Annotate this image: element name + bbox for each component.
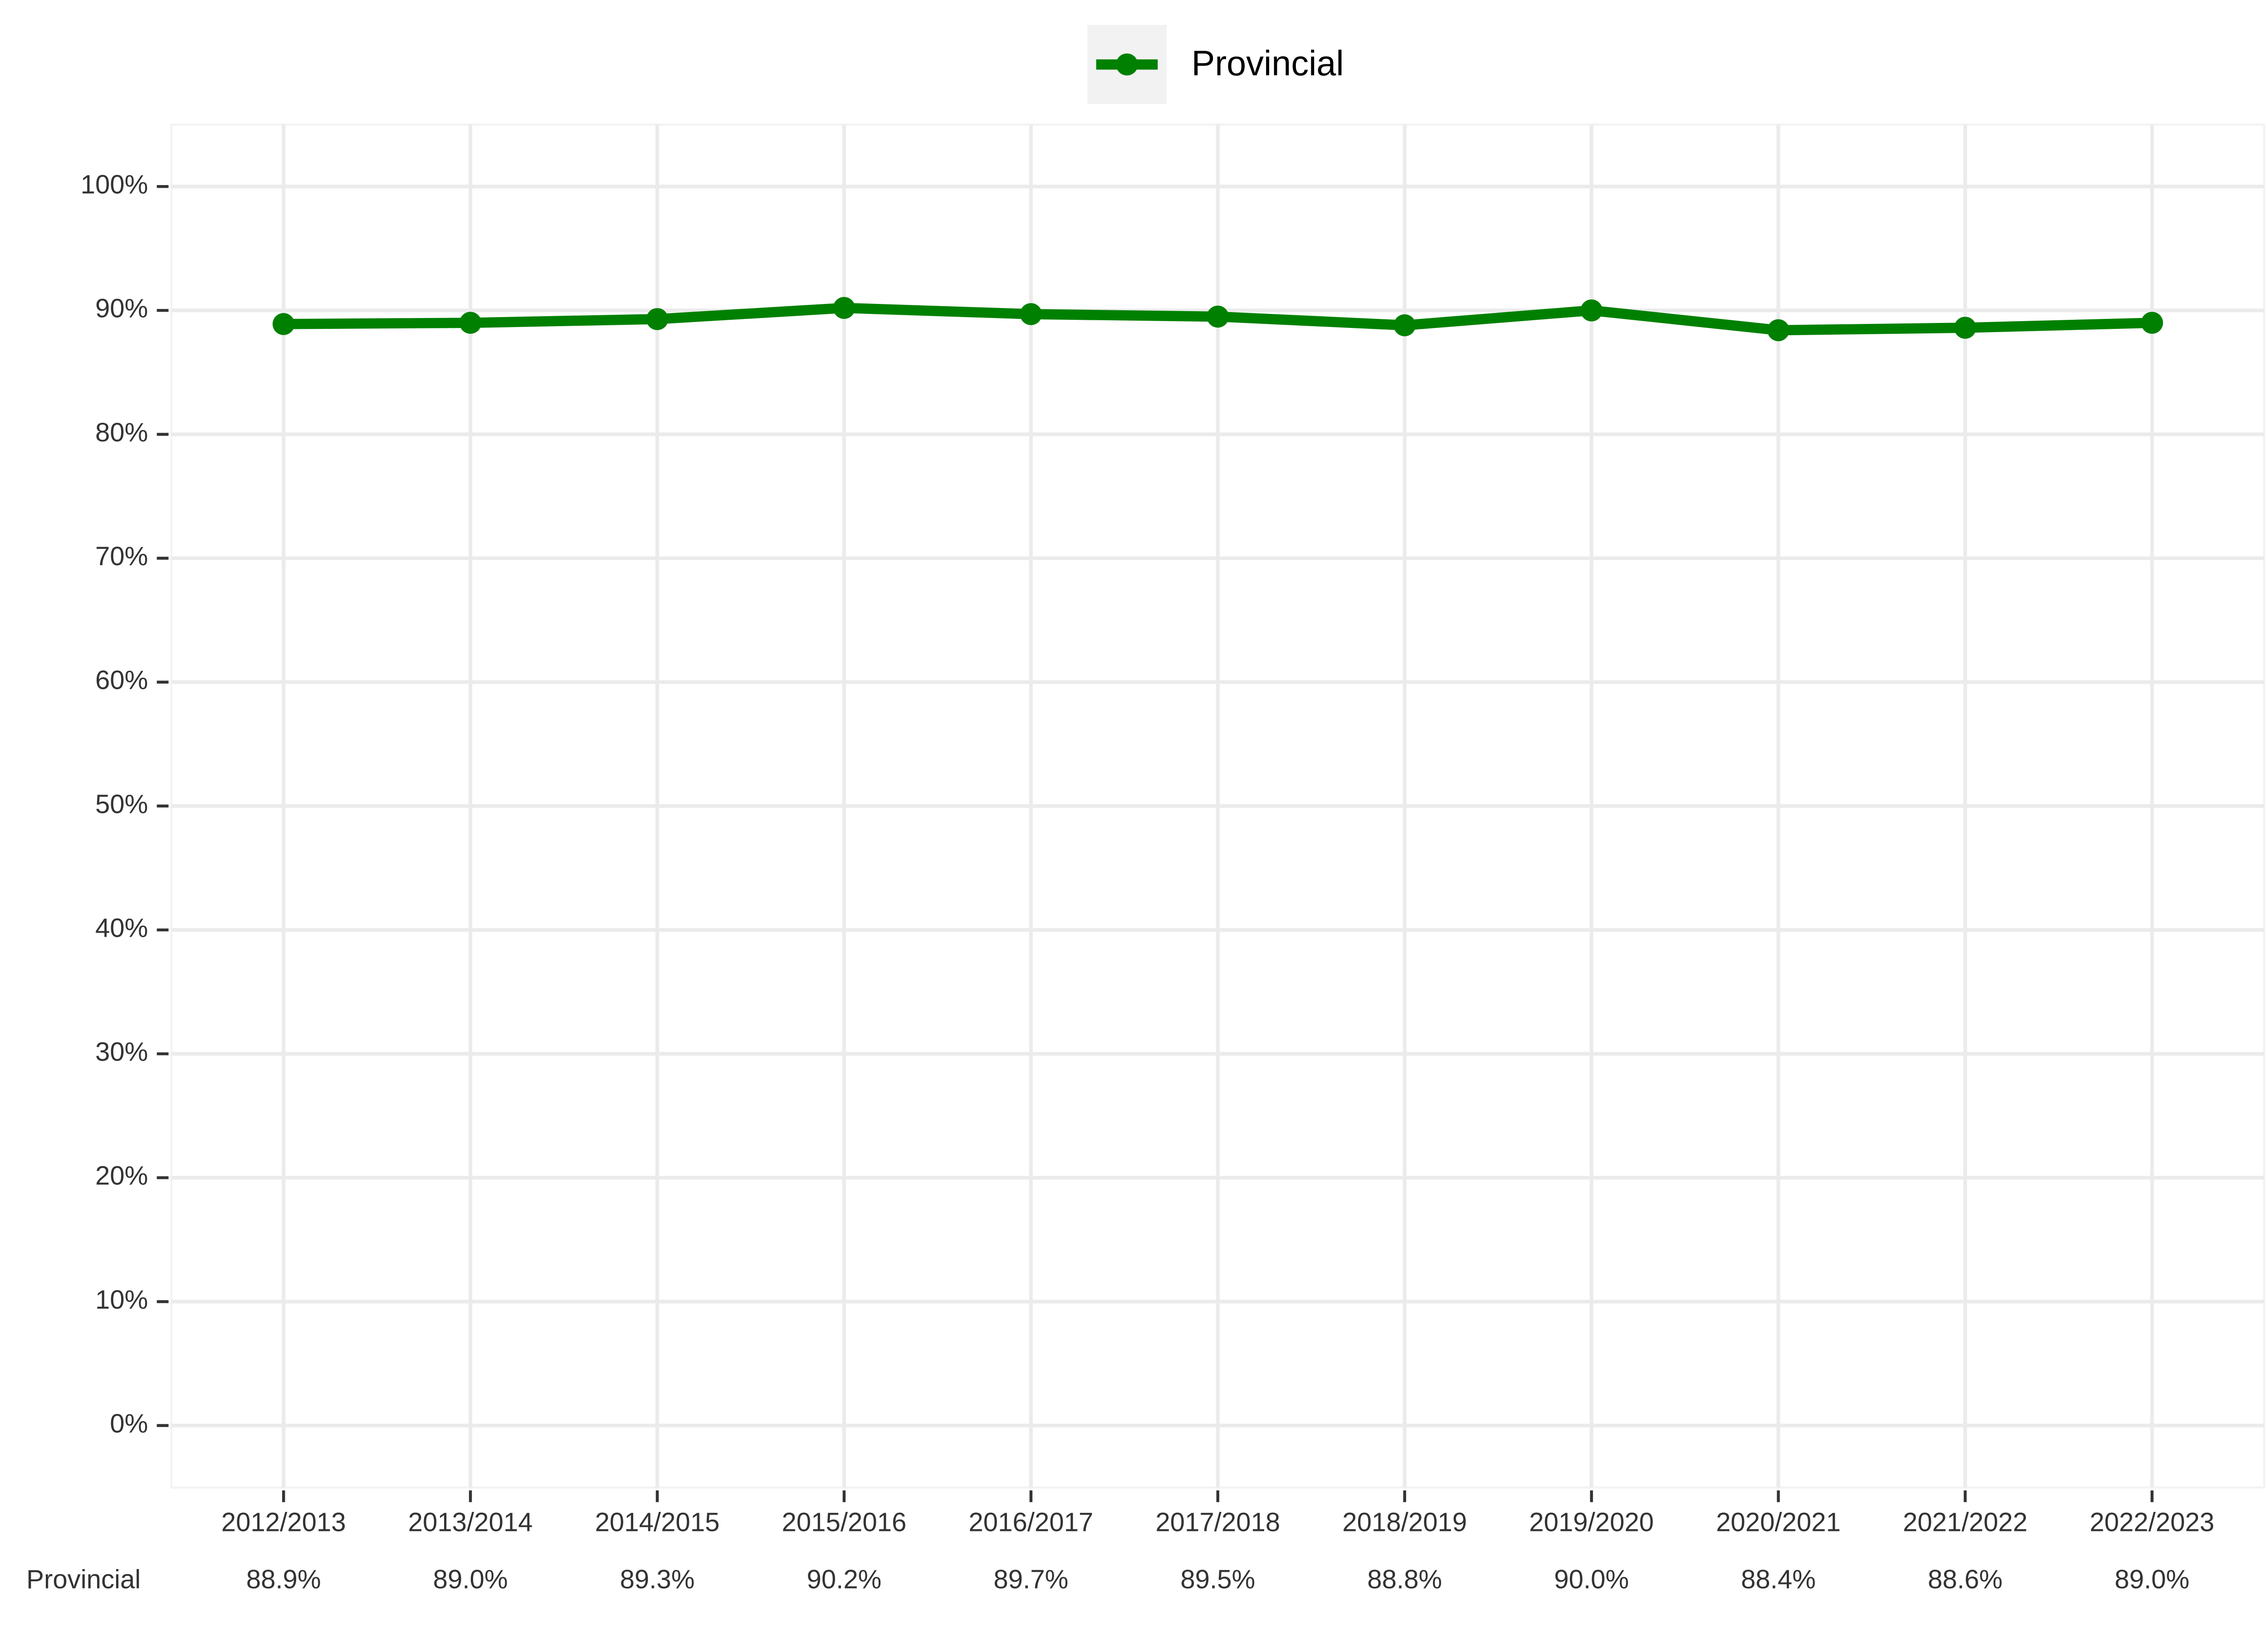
- value-label: 88.6%: [1928, 1565, 2003, 1594]
- data-point: [646, 308, 669, 330]
- y-tick-label: 10%: [95, 1285, 148, 1315]
- table-row-label: Provincial: [26, 1565, 141, 1594]
- y-tick-label: 90%: [95, 294, 148, 323]
- value-label: 88.8%: [1367, 1565, 1442, 1594]
- y-tick-label: 0%: [110, 1409, 148, 1438]
- x-tick-label: 2022/2023: [2090, 1507, 2214, 1537]
- data-point: [459, 312, 482, 334]
- y-tick-label: 40%: [95, 913, 148, 943]
- x-tick-label: 2013/2014: [408, 1507, 533, 1537]
- value-label: 88.9%: [246, 1565, 321, 1594]
- data-point: [1207, 305, 1229, 328]
- value-label: 90.0%: [1554, 1565, 1629, 1594]
- value-label: 89.0%: [433, 1565, 508, 1594]
- data-point: [1393, 314, 1416, 337]
- data-point: [1020, 303, 1042, 325]
- x-tick-label: 2017/2018: [1155, 1507, 1280, 1537]
- value-label: 90.2%: [807, 1565, 882, 1594]
- x-tick-label: 2014/2015: [595, 1507, 720, 1537]
- data-point: [1954, 317, 1976, 339]
- x-tick-label: 2016/2017: [968, 1507, 1093, 1537]
- data-point: [272, 313, 295, 335]
- x-tick-label: 2012/2013: [221, 1507, 346, 1537]
- x-tick-label: 2019/2020: [1529, 1507, 1654, 1537]
- y-tick-label: 60%: [95, 665, 148, 695]
- value-label: 89.5%: [1180, 1565, 1255, 1594]
- value-label: 89.7%: [993, 1565, 1068, 1594]
- x-tick-label: 2015/2016: [782, 1507, 907, 1537]
- value-label: 89.3%: [620, 1565, 695, 1594]
- x-tick-label: 2018/2019: [1342, 1507, 1467, 1537]
- x-tick-label: 2020/2021: [1716, 1507, 1841, 1537]
- data-point: [1580, 299, 1603, 322]
- value-label: 88.4%: [1741, 1565, 1816, 1594]
- y-tick-label: 20%: [95, 1161, 148, 1191]
- y-tick-label: 80%: [95, 418, 148, 447]
- x-tick-label: 2021/2022: [1903, 1507, 2028, 1537]
- y-tick-label: 30%: [95, 1037, 148, 1067]
- legend-point: [1116, 53, 1138, 76]
- y-tick-label: 50%: [95, 789, 148, 819]
- data-point: [1767, 319, 1789, 342]
- value-label: 89.0%: [2115, 1565, 2190, 1594]
- y-tick-label: 70%: [95, 542, 148, 571]
- y-tick-label: 100%: [81, 170, 148, 200]
- data-point: [2141, 312, 2163, 334]
- legend-label: Provincial: [1192, 44, 1344, 83]
- data-point: [833, 297, 855, 319]
